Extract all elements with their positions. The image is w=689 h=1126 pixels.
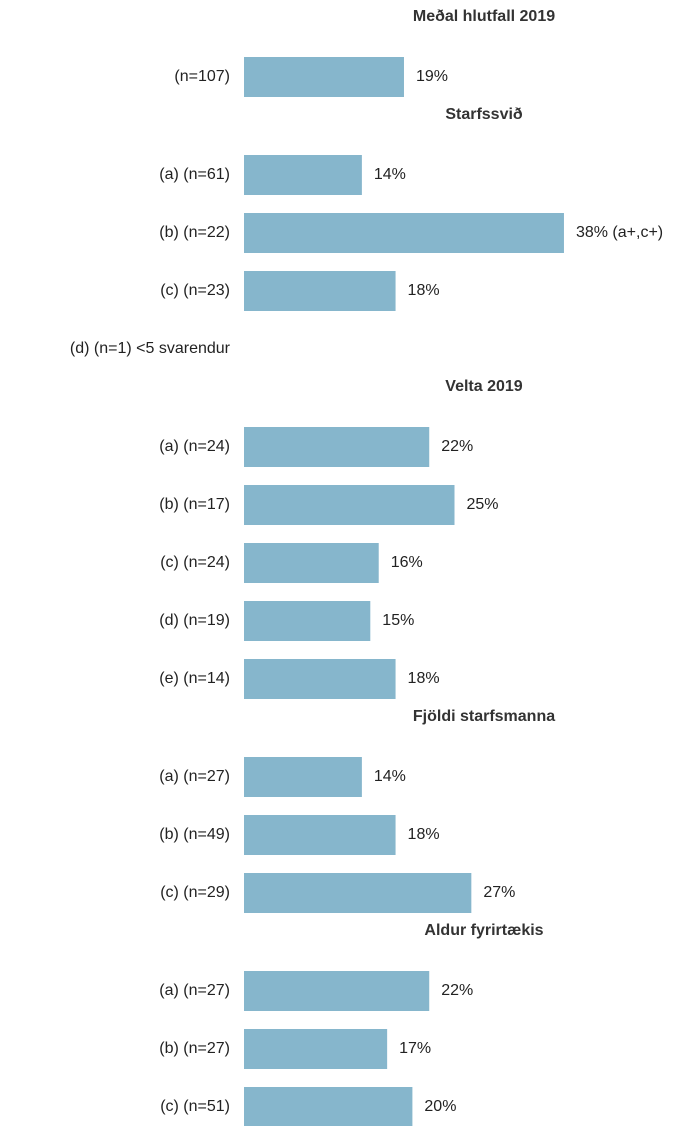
category-label: (a) (n=27) — [159, 982, 230, 999]
value-label: 18% — [408, 670, 440, 687]
category-label: (a) (n=27) — [159, 768, 230, 785]
section-title: Velta 2019 — [445, 378, 523, 395]
bar — [244, 543, 379, 583]
bar — [244, 213, 564, 253]
section-title: Aldur fyrirtækis — [424, 922, 543, 939]
annotation: (d) (n=1) <5 svarendur — [70, 340, 231, 357]
category-label: (c) (n=51) — [160, 1098, 230, 1115]
category-label: (c) (n=24) — [160, 554, 230, 571]
category-label: (e) (n=14) — [159, 670, 230, 687]
category-label: (b) (n=49) — [159, 826, 230, 843]
category-label: (n=107) — [174, 68, 230, 85]
value-label: 22% — [441, 438, 473, 455]
value-label: 15% — [382, 612, 414, 629]
value-label: 22% — [441, 982, 473, 999]
bar — [244, 873, 472, 913]
section-title: Fjöldi starfsmanna — [413, 708, 555, 725]
bar — [244, 757, 362, 797]
value-label: 17% — [399, 1040, 431, 1057]
bar — [244, 1087, 413, 1126]
bar — [244, 485, 455, 525]
section-title: Starfssvið — [445, 106, 523, 123]
bar — [244, 601, 371, 641]
value-label: 20% — [424, 1098, 456, 1115]
value-label: 27% — [483, 884, 515, 901]
bar — [244, 1029, 388, 1069]
bar — [244, 155, 362, 195]
value-label: 14% — [374, 768, 406, 785]
category-label: (d) (n=19) — [159, 612, 230, 629]
category-label: (b) (n=17) — [159, 496, 230, 513]
value-label: 18% — [408, 826, 440, 843]
value-label: 25% — [467, 496, 499, 513]
value-label: 16% — [391, 554, 423, 571]
bar — [244, 57, 404, 97]
category-label: (a) (n=24) — [159, 438, 230, 455]
section-title: Meðal hlutfall 2019 — [413, 8, 555, 25]
category-label: (c) (n=23) — [160, 282, 230, 299]
bar — [244, 971, 430, 1011]
bar — [244, 271, 396, 311]
value-label: 19% — [416, 68, 448, 85]
value-label: 14% — [374, 166, 406, 183]
bar — [244, 659, 396, 699]
category-label: (a) (n=61) — [159, 166, 230, 183]
bar — [244, 427, 430, 467]
bar — [244, 815, 396, 855]
category-label: (b) (n=22) — [159, 224, 230, 241]
category-label: (c) (n=29) — [160, 884, 230, 901]
value-label: 18% — [408, 282, 440, 299]
category-label: (b) (n=27) — [159, 1040, 230, 1057]
value-label: 38% (a+,c+) — [576, 224, 663, 241]
